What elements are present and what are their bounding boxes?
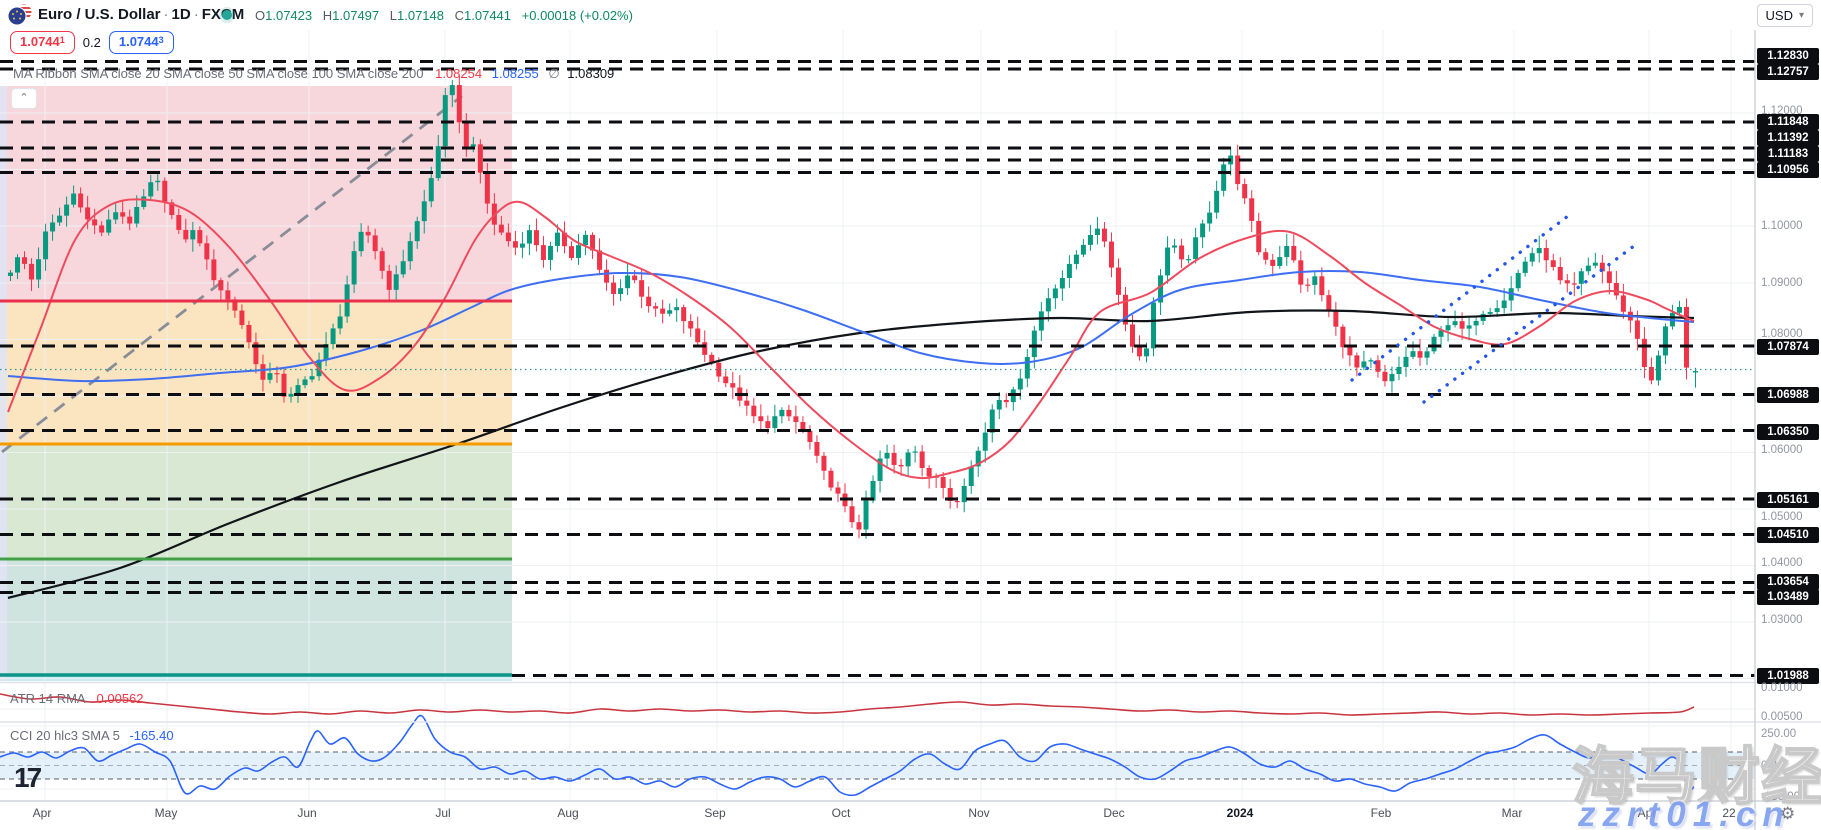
time-axis-label: Dec: [1103, 806, 1125, 820]
price-scale-label: 1.04510: [1757, 527, 1819, 543]
time-axis-label: Mar: [1501, 806, 1523, 820]
collapse-indicator-button[interactable]: ⌃: [11, 88, 37, 109]
chart-header: Euro / U.S. Dollar·1D·FXCM O1.07423 H1.0…: [0, 0, 1821, 30]
time-axis-label: Jul: [435, 806, 451, 820]
ma-ribbon-status[interactable]: MA Ribbon SMA close 20 SMA close 50 SMA …: [13, 66, 615, 81]
price-scale-label: -250.00: [1761, 791, 1801, 803]
time-axis-label: 22: [1722, 806, 1736, 820]
price-scale-label: 1.06000: [1761, 444, 1803, 456]
quote-row: 1.0744 1 0.2 1.0744 3: [10, 31, 174, 54]
price-scale-label: 0.00500: [1761, 711, 1803, 723]
symbol-title[interactable]: Euro / U.S. Dollar·1D·FXCM: [38, 6, 244, 23]
cci-status[interactable]: CCI 20 hlc3 SMA 5 -165.40: [10, 728, 174, 743]
price-scale-label: 1.05161: [1757, 492, 1819, 508]
currency-dropdown[interactable]: USD ▾: [1756, 4, 1813, 27]
price-scale-label: 1.07874: [1757, 339, 1819, 355]
price-scale-label: 1.11183: [1757, 146, 1819, 162]
market-status-dot[interactable]: [222, 10, 232, 20]
gear-icon[interactable]: ⚙: [1780, 804, 1796, 823]
ohlc-readout: O1.07423 H1.07497 L1.07148 C1.07441 +0.0…: [255, 8, 633, 23]
price-scale-label: 250.00: [1761, 728, 1797, 740]
chevron-down-icon: ▾: [1798, 10, 1804, 21]
change-readout: +0.00018 (+0.02%): [521, 8, 633, 23]
price-scale-label: 1.11392: [1757, 130, 1819, 146]
time-axis-label: Aug: [557, 806, 579, 820]
time-axis-label: Oct: [831, 806, 851, 820]
spread-value: 0.2: [82, 35, 101, 50]
price-scale-label: 1.12757: [1757, 64, 1819, 80]
price-scale-label: 1.03489: [1757, 589, 1819, 605]
time-axis-label: Apr: [32, 806, 52, 820]
price-scale-label: 1.06988: [1757, 387, 1819, 403]
price-scale-label: 1.08000: [1761, 328, 1803, 340]
time-axis-label: Nov: [968, 806, 990, 820]
price-scale-label: 0.01000: [1761, 682, 1803, 694]
site-watermark-cjk: 海马财经: [1571, 742, 1821, 813]
time-axis-label: Apr: [1637, 806, 1657, 820]
price-scale-label: 1.01988: [1757, 668, 1819, 684]
price-scale-label: 1.09000: [1761, 277, 1803, 289]
atr-status[interactable]: ATR 14 RMA 0.00562: [10, 691, 144, 706]
price-scale-label: 1.10956: [1757, 162, 1819, 178]
timeframe-label: 1D: [171, 6, 191, 23]
price-scale-label: 1.03000: [1761, 614, 1803, 626]
price-scale-label: 0.00: [1761, 760, 1784, 772]
sell-button[interactable]: 1.0744 1: [10, 31, 75, 54]
price-scale-label: 1.10000: [1761, 220, 1803, 232]
price-scale-label: 1.11848: [1757, 114, 1819, 130]
time-axis-label: Jun: [297, 806, 317, 820]
price-scale-label: 1.03654: [1757, 574, 1819, 590]
price-scale-label: 1.06350: [1757, 424, 1819, 440]
time-axis-label: Sep: [704, 806, 726, 820]
price-scale-label: 1.05000: [1761, 511, 1803, 523]
buy-button[interactable]: 1.0744 3: [108, 31, 174, 54]
time-axis-label: May: [154, 806, 178, 820]
time-axis-label: Feb: [1370, 806, 1392, 820]
time-axis-label: 2024: [1226, 806, 1254, 820]
site-watermark-url: zzrt01.cn: [1578, 795, 1791, 830]
tradingview-logo: 17: [14, 762, 42, 793]
price-scale-label: 1.12830: [1757, 48, 1819, 64]
eurusd-pair-icon: [7, 3, 33, 27]
price-scale-label: 1.04000: [1761, 557, 1803, 569]
